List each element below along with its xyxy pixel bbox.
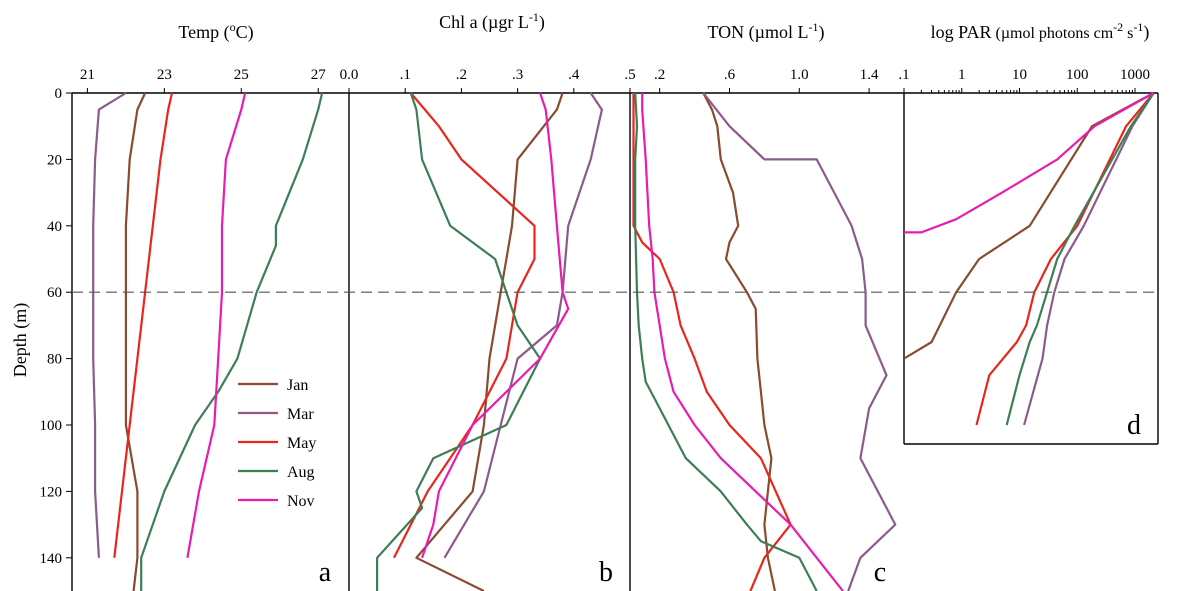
panel-c-series-nov	[641, 93, 844, 591]
panel-c-xtick-label: .2	[654, 67, 665, 83]
y-tick-label: 40	[47, 219, 62, 235]
legend: Jan Mar May Aug Nov	[238, 377, 316, 510]
panel-b-xtick-label: .5	[624, 67, 635, 83]
panel-b-series-may	[393, 92, 536, 559]
panel-d-series-nov	[904, 92, 1155, 234]
y-tick-label: 0	[55, 86, 63, 102]
panel-a-xtick-label: 27	[311, 67, 327, 83]
legend-label-aug: Aug	[287, 464, 315, 481]
legend-label-nov: Nov	[287, 493, 315, 510]
panel-d-series-mar	[1023, 92, 1155, 426]
panel-a-series-jan	[124, 92, 147, 591]
panel-d-series-aug	[1005, 92, 1155, 426]
panel-d-xtick-label: 1	[958, 67, 966, 83]
panel-b-series-nov	[421, 92, 570, 559]
panel-c-series-may	[632, 93, 792, 591]
panel-a-series-mar	[92, 92, 127, 558]
panel-b-series-jan	[415, 92, 564, 591]
y-axis-ticks: 0 20 40 60 80 100 120 140	[40, 86, 72, 567]
panel-c-series-jan	[702, 92, 776, 591]
panel-a-xtick-label: 23	[157, 67, 172, 83]
panel-b-xtick-label: .4	[568, 67, 580, 83]
legend-label-mar: Mar	[287, 406, 314, 423]
panel-d-xtick-label: 10	[1012, 67, 1027, 83]
y-tick-label: 80	[47, 352, 62, 368]
panel-a-xtick-label: 25	[234, 67, 249, 83]
panel-d-xtick-label: .1	[898, 67, 909, 83]
panel-d-xtick-label: 1000	[1120, 67, 1150, 83]
panel-b-series-aug	[376, 92, 542, 591]
panel-d-series-jan	[904, 92, 1155, 360]
y-tick-label: 20	[47, 152, 62, 168]
panel-d-xtick-label: 100	[1066, 67, 1089, 83]
legend-label-jan: Jan	[287, 377, 308, 394]
panel-c-letter: c	[874, 557, 886, 588]
panel-a-title: Temp (oC)	[178, 20, 253, 43]
panel-a-xtick-label: 21	[80, 67, 95, 83]
y-axis-label: Depth (m)	[10, 303, 31, 377]
legend-label-may: May	[287, 435, 316, 452]
panel-b-xtick-label: 0.0	[340, 67, 359, 83]
panel-b-chlorophyll: 0.0 .1 .2 .3 .4 .5 b	[340, 67, 636, 591]
panel-a-temperature: 21 23 25 27 a	[71, 67, 349, 591]
panel-a-series-may	[113, 92, 174, 558]
panel-b-xtick-label: .1	[400, 67, 411, 83]
panel-d-title: log PAR (µmol photons cm-2 s-1)	[931, 20, 1150, 43]
panel-b-title: Chl a (µgr L-1)	[439, 10, 545, 33]
panel-b-series-mar	[443, 92, 604, 559]
panel-b-xtick-label: .2	[456, 67, 467, 83]
y-tick-label: 140	[40, 551, 63, 567]
panel-c-series-mar	[702, 92, 897, 591]
panel-a-series-aug	[140, 92, 324, 591]
panel-c-xtick-label: 1.0	[790, 67, 809, 83]
y-tick-label: 100	[40, 418, 63, 434]
panel-b-xtick-label: .3	[512, 67, 523, 83]
panel-c-ton: .2 .6 1.0 1.4 c	[629, 67, 904, 591]
panel-c-xtick-label: .6	[724, 67, 736, 83]
panel-d-letter: d	[1127, 410, 1141, 441]
panel-a-letter: a	[319, 557, 332, 588]
panel-c-title: TON (µmol L-1)	[707, 20, 824, 43]
panel-b-letter: b	[599, 557, 613, 588]
y-tick-label: 120	[40, 484, 63, 500]
y-tick-label: 60	[47, 285, 62, 301]
panel-d-par: .1 1 10 100 1000 d	[898, 67, 1159, 445]
panel-a-series-nov	[186, 92, 247, 558]
panel-c-xtick-label: 1.4	[860, 67, 879, 83]
panel-c-series-aug	[634, 92, 818, 591]
